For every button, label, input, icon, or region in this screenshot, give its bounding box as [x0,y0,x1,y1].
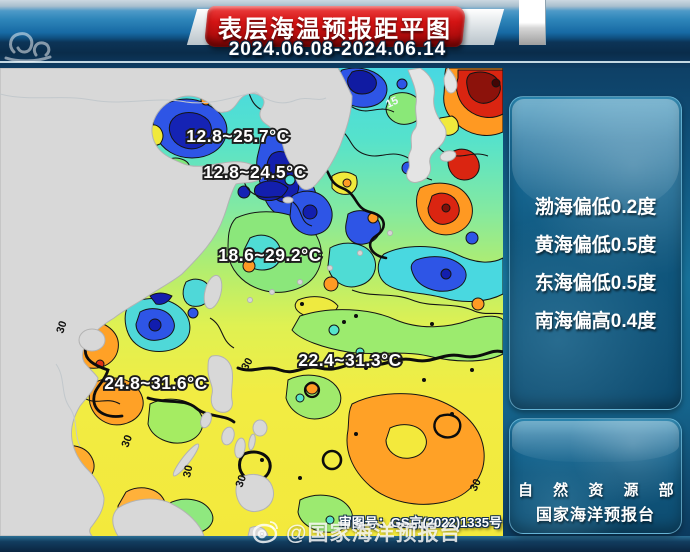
header-highlight-line [0,61,690,63]
contour-label-30: 30 [54,320,69,335]
temp-label-yellow-sea: 12.8~24.5°C [203,162,306,182]
map-area: 15 30 30 30 30 30 30 12.8~25.7°C 12.8~24… [0,67,505,537]
contour-speckles [174,302,474,480]
wave-icon [4,32,52,63]
agency-station: 国家海洋预报台 [535,507,655,524]
watermark-handle: @国家海洋预报台 [286,522,462,545]
agency-ministry: 自 然 资 源 部 [518,482,682,499]
mainland-china [0,67,353,537]
contour-label-15: 15 [384,95,400,111]
contour-label-30: 30 [468,477,484,493]
anomaly-yellow-sea: 黄海偏低0.5度 [534,235,657,256]
japan [406,67,447,183]
sidebar: 渤海偏低0.2度 黄海偏低0.5度 东海偏低0.5度 南海偏高0.4度 自 然 … [503,68,690,536]
jeju [282,196,294,204]
temperature-labels: 12.8~25.7°C 12.8~24.5°C 18.6~29.2°C 22.4… [102,124,403,395]
anomaly-south-china-sea: 南海偏高0.4度 [534,311,657,332]
corner-white-box [519,0,546,45]
temp-label-philippine-sea: 22.4~31.3°C [298,350,401,370]
palawan [172,443,200,477]
contour-label-30: 30 [239,356,256,373]
luzon [207,355,234,413]
anomaly-summary-panel: 渤海偏低0.2度 黄海偏低0.5度 东海偏低0.5度 南海偏高0.4度 [509,96,682,410]
shikoku [439,150,457,162]
temp-label-south-china-sea: 24.8~31.6°C [104,373,207,393]
temp-label-east-china-sea: 18.6~29.2°C [218,245,321,265]
japan-north [443,67,458,94]
borneo [112,498,205,537]
weibo-icon [252,521,278,544]
contour-label-30: 30 [120,433,135,449]
anomaly-east-china-sea: 东海偏低0.5度 [534,273,657,294]
mindanao [235,473,275,513]
header-banner: 表层海温预报距平图 2024.06.08-2024.06.14 [0,0,690,68]
anomaly-bohai: 渤海偏低0.2度 [534,197,657,218]
sea-temperature-map: 15 30 30 30 30 30 30 12.8~25.7°C 12.8~24… [0,67,505,537]
contour-number-labels: 15 30 30 30 30 30 30 [54,95,483,494]
ryukyu-islands [247,230,393,303]
sea-anomaly-blobs [53,67,504,535]
taiwan [203,274,223,310]
hainan [78,328,106,352]
temp-label-bohai: 12.8~25.7°C [186,126,289,146]
bottom-bar [0,536,690,552]
land-masses [0,67,458,537]
date-range: 2024.06.08-2024.06.14 [228,39,447,60]
agency-panel: 自 然 资 源 部 国家海洋预报台 [509,418,682,534]
map-approval-number: 审图号：GS京(2022)1335号 [338,515,502,530]
watermark: @国家海洋预报台 [250,513,461,551]
province-borders [0,91,327,447]
contour-label-30: 30 [234,473,249,489]
contour-label-30: 30 [181,464,195,478]
